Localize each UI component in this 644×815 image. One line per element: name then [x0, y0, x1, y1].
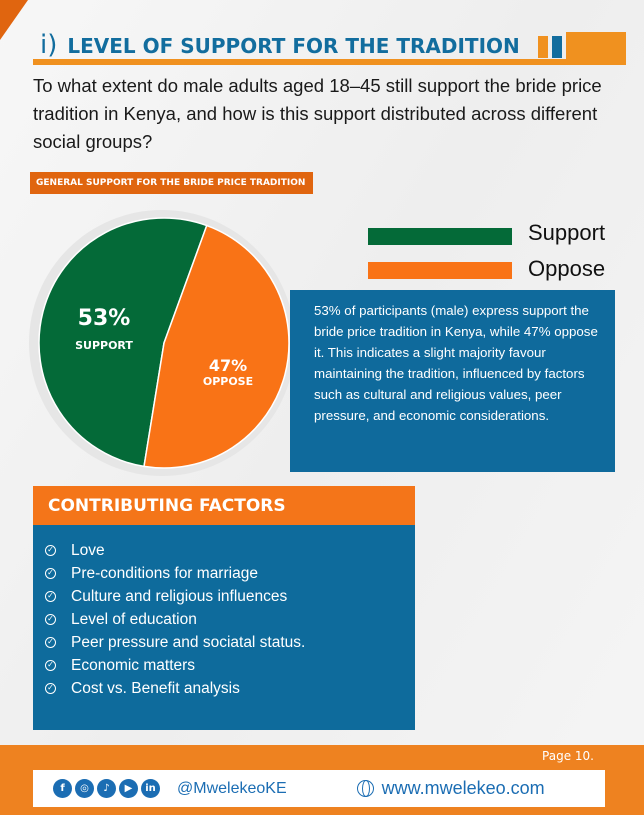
- legend-swatch-support: [368, 228, 512, 245]
- footer: Page 10. f ◎ ♪ ▶ in @MwelekeoKE www.mwel…: [0, 745, 644, 815]
- facebook-icon[interactable]: f: [53, 779, 72, 798]
- social-handle[interactable]: @MwelekeoKE: [177, 779, 287, 797]
- factor-label: Pre-conditions for marriage: [71, 565, 258, 582]
- section-number: i): [40, 30, 58, 60]
- title-decoration: [538, 36, 548, 58]
- check-circle-icon: ✓: [45, 614, 56, 625]
- oppose-data-label: 47% OPPOSE: [190, 356, 266, 388]
- section-label: GENERAL SUPPORT FOR THE BRIDE PRICE TRAD…: [30, 172, 313, 194]
- youtube-icon[interactable]: ▶: [119, 779, 138, 798]
- website-link[interactable]: www.mwelekeo.com: [381, 778, 545, 798]
- factors-title: CONTRIBUTING FACTORS: [33, 486, 415, 525]
- factor-item: ✓ Economic matters: [45, 654, 415, 677]
- check-circle-icon: ✓: [45, 568, 56, 579]
- description-box: 53% of participants (male) express suppo…: [290, 290, 615, 472]
- support-label: SUPPORT: [75, 339, 133, 352]
- contributing-factors-box: CONTRIBUTING FACTORS ✓ Love ✓ Pre-condition…: [33, 486, 415, 730]
- oppose-label: OPPOSE: [202, 375, 254, 388]
- research-question: To what extent do male adults aged 18–45…: [33, 75, 602, 152]
- pie-slice-support: [38, 217, 208, 468]
- check-circle-icon: ✓: [45, 591, 56, 602]
- legend-label-oppose: Oppose: [528, 256, 606, 281]
- factor-item: ✓ Love: [45, 539, 415, 562]
- check-circle-icon: ✓: [45, 683, 56, 694]
- footer-contact-bar: f ◎ ♪ ▶ in @MwelekeoKE www.mwelekeo.com: [33, 770, 605, 807]
- tiktok-icon[interactable]: ♪: [97, 779, 116, 798]
- factor-item: ✓ Level of education: [45, 608, 415, 631]
- check-circle-icon: ✓: [45, 545, 56, 556]
- linkedin-icon[interactable]: in: [141, 779, 160, 798]
- oppose-percent: 47%: [208, 356, 248, 375]
- check-circle-icon: ✓: [45, 637, 56, 648]
- legend-swatch-oppose: [368, 262, 512, 279]
- title-underline: [33, 59, 626, 65]
- factor-label: Culture and religious influences: [71, 588, 288, 605]
- factors-list: ✓ Love ✓ Pre-conditions for marriage ✓ Cultur…: [33, 525, 415, 700]
- title-decoration: [552, 36, 562, 58]
- legend-label-support: Support: [528, 220, 606, 245]
- factor-item: ✓ Culture and religious influences: [45, 585, 415, 608]
- page-number: Page 10.: [542, 749, 594, 763]
- title-decoration: [566, 32, 626, 60]
- factor-item: ✓ Pre-conditions for marriage: [45, 562, 415, 585]
- globe-icon: [356, 780, 374, 797]
- instagram-icon[interactable]: ◎: [75, 779, 94, 798]
- factor-item: ✓ Peer pressure and sociatal status.: [45, 631, 415, 654]
- title-text: LEVEL OF SUPPORT FOR THE TRADITION: [67, 34, 520, 58]
- factor-label: Peer pressure and sociatal status.: [71, 634, 306, 651]
- factor-label: Level of education: [71, 611, 197, 628]
- factor-item: ✓ Cost vs. Benefit analysis: [45, 677, 415, 700]
- support-percent: 53%: [77, 306, 131, 331]
- description-text: 53% of participants (male) express suppo…: [314, 303, 598, 423]
- corner-decoration: [0, 0, 28, 40]
- pie-chart: [29, 210, 295, 476]
- pie-slice-oppose: [143, 224, 290, 469]
- factor-label: Love: [71, 542, 105, 559]
- factor-label: Cost vs. Benefit analysis: [71, 680, 240, 697]
- factor-label: Economic matters: [71, 657, 196, 674]
- check-circle-icon: ✓: [45, 660, 56, 671]
- page-title: i) LEVEL OF SUPPORT FOR THE TRADITION: [40, 30, 520, 60]
- support-data-label: 53% SUPPORT: [60, 306, 148, 352]
